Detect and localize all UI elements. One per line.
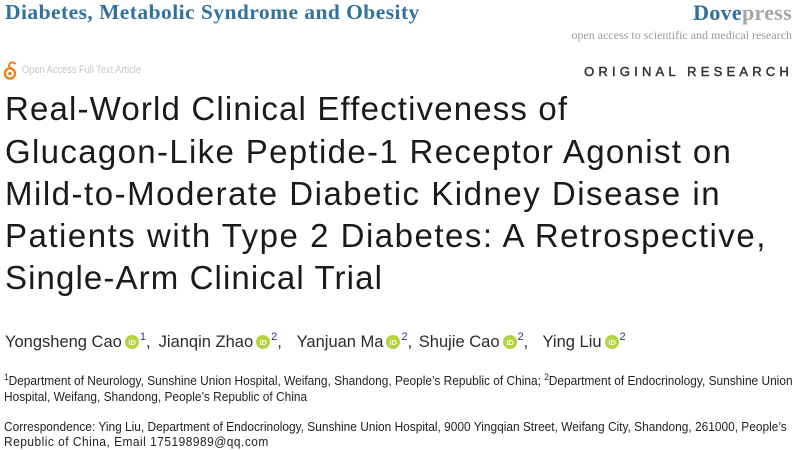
svg-text:iD: iD: [390, 338, 397, 347]
svg-text:iD: iD: [128, 338, 135, 347]
svg-text:iD: iD: [608, 338, 615, 347]
svg-text:iD: iD: [260, 338, 267, 347]
svg-text:iD: iD: [506, 338, 513, 347]
